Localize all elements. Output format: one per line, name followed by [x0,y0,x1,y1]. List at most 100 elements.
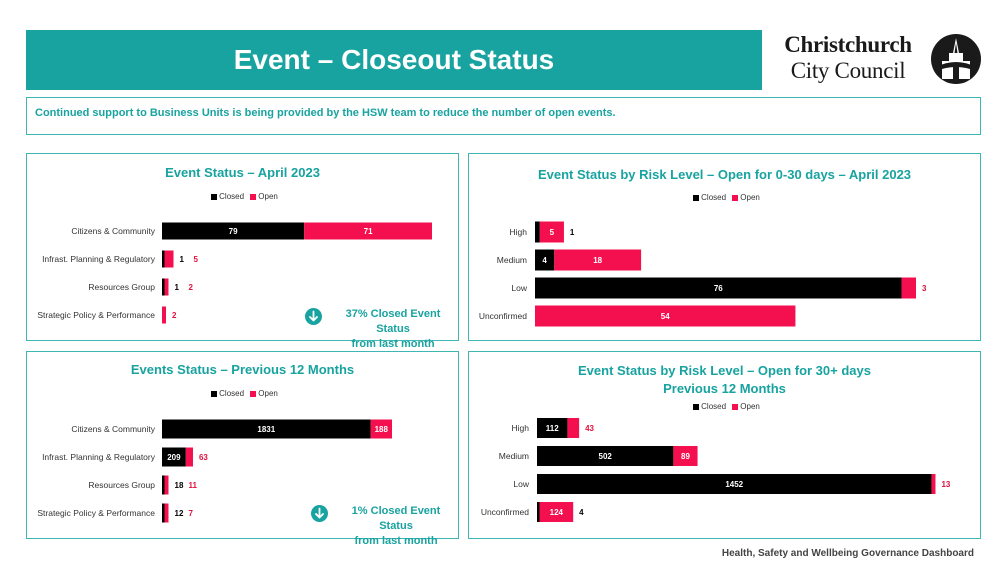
bar-closed [537,474,932,494]
data-label-open: 43 [585,424,594,433]
arrow-down-icon [311,505,328,522]
footer-text: Health, Safety and Wellbeing Governance … [721,548,974,559]
data-label-open: 124 [550,508,564,517]
callout-year-line1: 1% Closed Event Status [351,505,441,532]
legend-closed-swatch [211,193,218,200]
legend-open-swatch [732,403,739,410]
bar-open [370,419,392,439]
data-label-open: 18 [593,256,602,265]
bar-closed [162,503,165,523]
data-label-open: 54 [661,312,670,321]
category-label: Resources Group [88,282,155,292]
legend-open-swatch [732,194,739,201]
bar-open [931,474,936,494]
chart-subtitle: Previous 12 Months [663,381,786,396]
data-label-open: 63 [199,453,208,462]
data-label-closed: 1 [570,228,575,237]
category-label: Citizens & Community [71,226,155,236]
legend-open-swatch [250,390,257,397]
category-label: High [512,423,530,433]
bar-closed [162,250,165,268]
chart-risk30plus: High 112 43 Medium 502 89 Low 1452 13 Unconfirmed… [481,418,951,522]
chart-year: Citizens & Community 1831 188 Infrast. Plan… [37,419,392,523]
panel-event-status-april: Event Status – April 2023 Closed Open Ci… [26,153,459,350]
category-label: Unconfirmed [481,507,529,517]
callout-year-line2: from last month [354,535,438,547]
callout-year: 1% Closed Event Status from last month [311,504,458,549]
council-logo: Christchurch City Council [768,32,988,88]
category-label: Strategic Policy & Performance [37,508,155,518]
category-label: Strategic Policy & Performance [37,310,155,320]
chart-legend: Closed Open [27,192,458,201]
chart-title: Events Status – Previous 12 Months [130,362,355,377]
data-label-closed: 12 [175,509,184,518]
chart-title: Event Status by Risk Level – Open for 30… [578,363,871,378]
bar-closed [162,475,165,495]
bar-closed [535,221,540,243]
legend-closed-label: Closed [219,389,245,398]
data-label-closed: 112 [546,424,559,433]
data-label-open: 5 [194,255,199,264]
bar-closed [535,249,555,271]
bar-open [304,222,432,240]
data-label-closed: 1 [180,255,185,264]
bar-open [164,250,174,268]
legend-closed-swatch [211,390,218,397]
legend-closed-label: Closed [701,193,727,202]
bar-open [554,249,642,271]
data-label-closed: 4 [579,508,584,517]
chart-title: Event Status by Risk Level – Open for 0-… [537,167,912,182]
bar-open [539,502,574,522]
logo-line1: Christchurch [784,32,912,57]
category-label: Resources Group [88,480,155,490]
callout-april: 37% Closed Event Status from last month [305,307,458,352]
category-label: Medium [497,255,527,265]
data-label-open: 3 [922,284,927,293]
legend-open-label: Open [258,192,278,201]
chart-april: Citizens & Community 79 71 Infrast. Plannin… [37,222,432,324]
data-label-open: 71 [364,227,373,236]
category-label: Low [511,283,527,293]
data-label-open: 11 [189,481,198,490]
data-label-open: 7 [189,509,194,518]
data-label-closed: 209 [167,453,181,462]
category-label: Low [513,479,529,489]
category-label: Medium [499,451,529,461]
bar-open [901,277,916,299]
data-label-closed: 4 [542,256,547,265]
category-label: Infrast. Planning & Regulatory [42,452,156,462]
category-label: Unconfirmed [479,311,527,321]
logo-line2: City Council [790,58,906,83]
legend-closed-swatch [693,194,700,201]
data-label-open: 89 [681,452,690,461]
cathedral-logo-icon [931,34,981,84]
data-label-closed: 76 [714,284,723,293]
info-message-box: Continued support to Business Units is b… [26,97,981,135]
category-label: Infrast. Planning & Regulatory [42,254,156,264]
bar-open [164,475,169,495]
category-label: High [510,227,528,237]
chart-legend: Closed Open [469,402,980,411]
panel-events-previous-12-months: Events Status – Previous 12 Months Close… [26,351,459,547]
bar-open [567,418,580,438]
bar-closed [537,502,540,522]
bar-closed [537,418,568,438]
callout-april-line1: 37% Closed Event Status [345,308,441,335]
bar-open [164,503,169,523]
bar-open [539,221,564,243]
panel-risk-0-30-days: Event Status by Risk Level – Open for 0-… [468,153,981,341]
data-label-closed: 1452 [725,480,743,489]
callout-april-line2: from last month [351,338,435,350]
data-label-closed: 502 [599,452,613,461]
bar-open [673,446,698,466]
chart-legend: Closed Open [469,193,980,202]
data-label-closed: 1831 [257,425,275,434]
arrow-down-icon [305,308,322,325]
bar-open [535,305,796,327]
data-label-open: 5 [550,228,555,237]
bar-open [164,278,169,296]
data-label-open: 188 [375,425,389,434]
page-title: Event – Closeout Status [233,44,555,75]
logo-text: Christchurch City Council [768,32,928,84]
bar-closed [162,419,371,439]
